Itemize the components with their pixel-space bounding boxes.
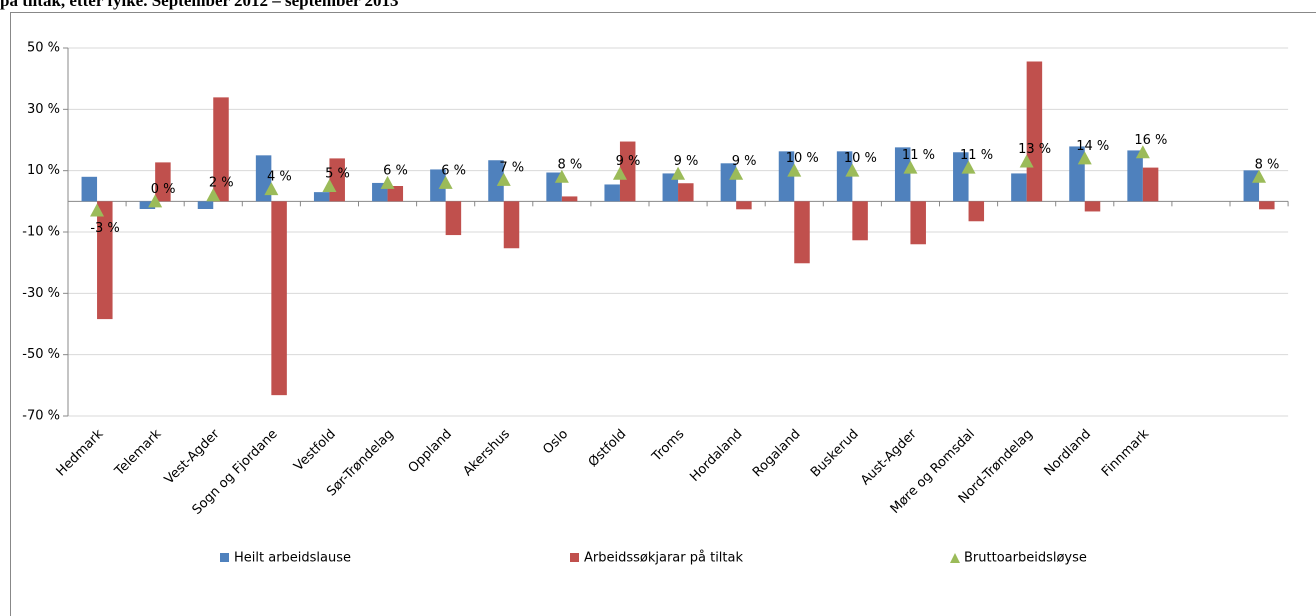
y-tick-label: -10 % bbox=[22, 225, 60, 240]
marker bbox=[264, 182, 279, 196]
bar bbox=[1259, 201, 1275, 210]
data-label: 9 % bbox=[674, 154, 699, 169]
bar bbox=[910, 201, 926, 245]
data-label: 14 % bbox=[1076, 139, 1109, 154]
marker bbox=[322, 179, 337, 192]
data-label: 9 % bbox=[732, 154, 757, 169]
marker bbox=[1135, 145, 1150, 159]
bar bbox=[139, 201, 156, 209]
bar bbox=[778, 151, 795, 202]
marker bbox=[903, 160, 918, 174]
bar bbox=[430, 169, 446, 202]
bar bbox=[488, 160, 504, 202]
bar bbox=[953, 152, 969, 202]
marker bbox=[961, 160, 976, 174]
bar bbox=[213, 97, 229, 202]
data-label: 6 % bbox=[383, 163, 408, 178]
bar bbox=[662, 173, 679, 202]
data-label: 11 % bbox=[902, 148, 935, 163]
marker bbox=[845, 163, 860, 177]
bar bbox=[968, 201, 985, 222]
bar bbox=[794, 201, 810, 264]
data-label: 7 % bbox=[499, 160, 524, 175]
y-tick-label: -50 % bbox=[22, 347, 60, 362]
bar bbox=[503, 201, 520, 249]
legend-marker bbox=[950, 553, 960, 563]
data-label: 6 % bbox=[441, 163, 466, 178]
bar bbox=[155, 162, 171, 202]
marker bbox=[1252, 169, 1267, 183]
bar bbox=[1069, 146, 1085, 202]
data-label: 11 % bbox=[960, 148, 993, 163]
marker bbox=[729, 166, 744, 180]
data-label: 8 % bbox=[1255, 157, 1280, 172]
bar bbox=[852, 201, 868, 241]
bar bbox=[1026, 61, 1043, 202]
chart-frame bbox=[10, 12, 1316, 616]
bar bbox=[561, 196, 578, 202]
data-label: 13 % bbox=[1018, 142, 1051, 157]
bar bbox=[1084, 201, 1101, 212]
marker bbox=[206, 188, 221, 202]
marker bbox=[554, 169, 569, 183]
data-label: 0 % bbox=[151, 182, 176, 197]
data-label: 5 % bbox=[325, 167, 350, 182]
data-label: 8 % bbox=[557, 157, 582, 172]
y-tick-label: -30 % bbox=[22, 286, 60, 301]
legend-label: Arbeidssøkjarar på tiltak bbox=[584, 551, 743, 566]
legend-label: Bruttoarbeidsløyse bbox=[964, 551, 1087, 566]
bar bbox=[387, 186, 404, 202]
legend-swatch bbox=[570, 553, 579, 562]
data-label: 9 % bbox=[616, 154, 641, 169]
bar bbox=[836, 151, 853, 202]
marker bbox=[612, 166, 627, 180]
bar bbox=[271, 201, 287, 396]
data-label: 10 % bbox=[786, 151, 819, 166]
data-label: 4 % bbox=[267, 170, 292, 185]
data-label: 16 % bbox=[1134, 133, 1167, 148]
data-label: 10 % bbox=[844, 151, 877, 166]
legend-swatch bbox=[220, 553, 229, 562]
y-tick-label: 10 % bbox=[27, 163, 60, 178]
bar bbox=[97, 201, 113, 320]
bar bbox=[604, 184, 620, 202]
bar bbox=[81, 176, 98, 202]
marker bbox=[787, 163, 802, 177]
bar bbox=[619, 141, 636, 202]
y-tick-label: 50 % bbox=[27, 41, 60, 56]
legend-label: Heilt arbeidslause bbox=[234, 551, 351, 566]
marker bbox=[438, 175, 453, 189]
marker bbox=[671, 166, 686, 180]
marker bbox=[148, 194, 163, 208]
bar bbox=[894, 147, 911, 202]
data-label: -3 % bbox=[90, 221, 119, 236]
bar bbox=[1011, 173, 1027, 202]
bar bbox=[1127, 150, 1143, 202]
bar bbox=[197, 201, 214, 209]
chart-title: på tiltak, etter fylke. September 2012 –… bbox=[0, 0, 399, 10]
marker bbox=[90, 203, 105, 217]
bar bbox=[720, 163, 737, 202]
bar bbox=[445, 201, 462, 236]
bar bbox=[1142, 167, 1159, 202]
marker bbox=[1019, 154, 1034, 168]
data-label: 2 % bbox=[209, 176, 234, 191]
marker bbox=[380, 175, 395, 189]
bar bbox=[678, 183, 694, 202]
bar bbox=[736, 201, 752, 210]
bar bbox=[313, 192, 330, 202]
marker bbox=[496, 172, 511, 186]
y-tick-label: -70 % bbox=[22, 409, 60, 424]
marker bbox=[1077, 151, 1092, 165]
y-tick-label: 30 % bbox=[27, 102, 60, 117]
